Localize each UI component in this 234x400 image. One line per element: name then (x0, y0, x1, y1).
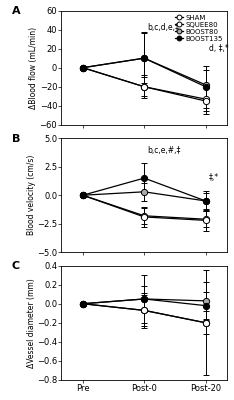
Legend: SHAM, SQUEE80, BOOST80, BOOST135: SHAM, SQUEE80, BOOST80, BOOST135 (174, 14, 223, 42)
Y-axis label: ΔBlood flow (mL/min): ΔBlood flow (mL/min) (29, 27, 38, 109)
Text: C: C (12, 261, 20, 271)
Text: B: B (12, 134, 20, 144)
Text: b,c,d,e,‡: b,c,d,e,‡ (147, 22, 179, 32)
Text: b,c,e,#,‡: b,c,e,#,‡ (147, 146, 181, 155)
Text: ‡,*: ‡,* (209, 172, 219, 182)
Text: d, ‡,*: d, ‡,* (209, 44, 228, 54)
Y-axis label: Blood velocity (cm/s): Blood velocity (cm/s) (27, 155, 36, 236)
Y-axis label: ΔVessel diameter (mm): ΔVessel diameter (mm) (26, 278, 36, 368)
Text: A: A (12, 6, 20, 16)
